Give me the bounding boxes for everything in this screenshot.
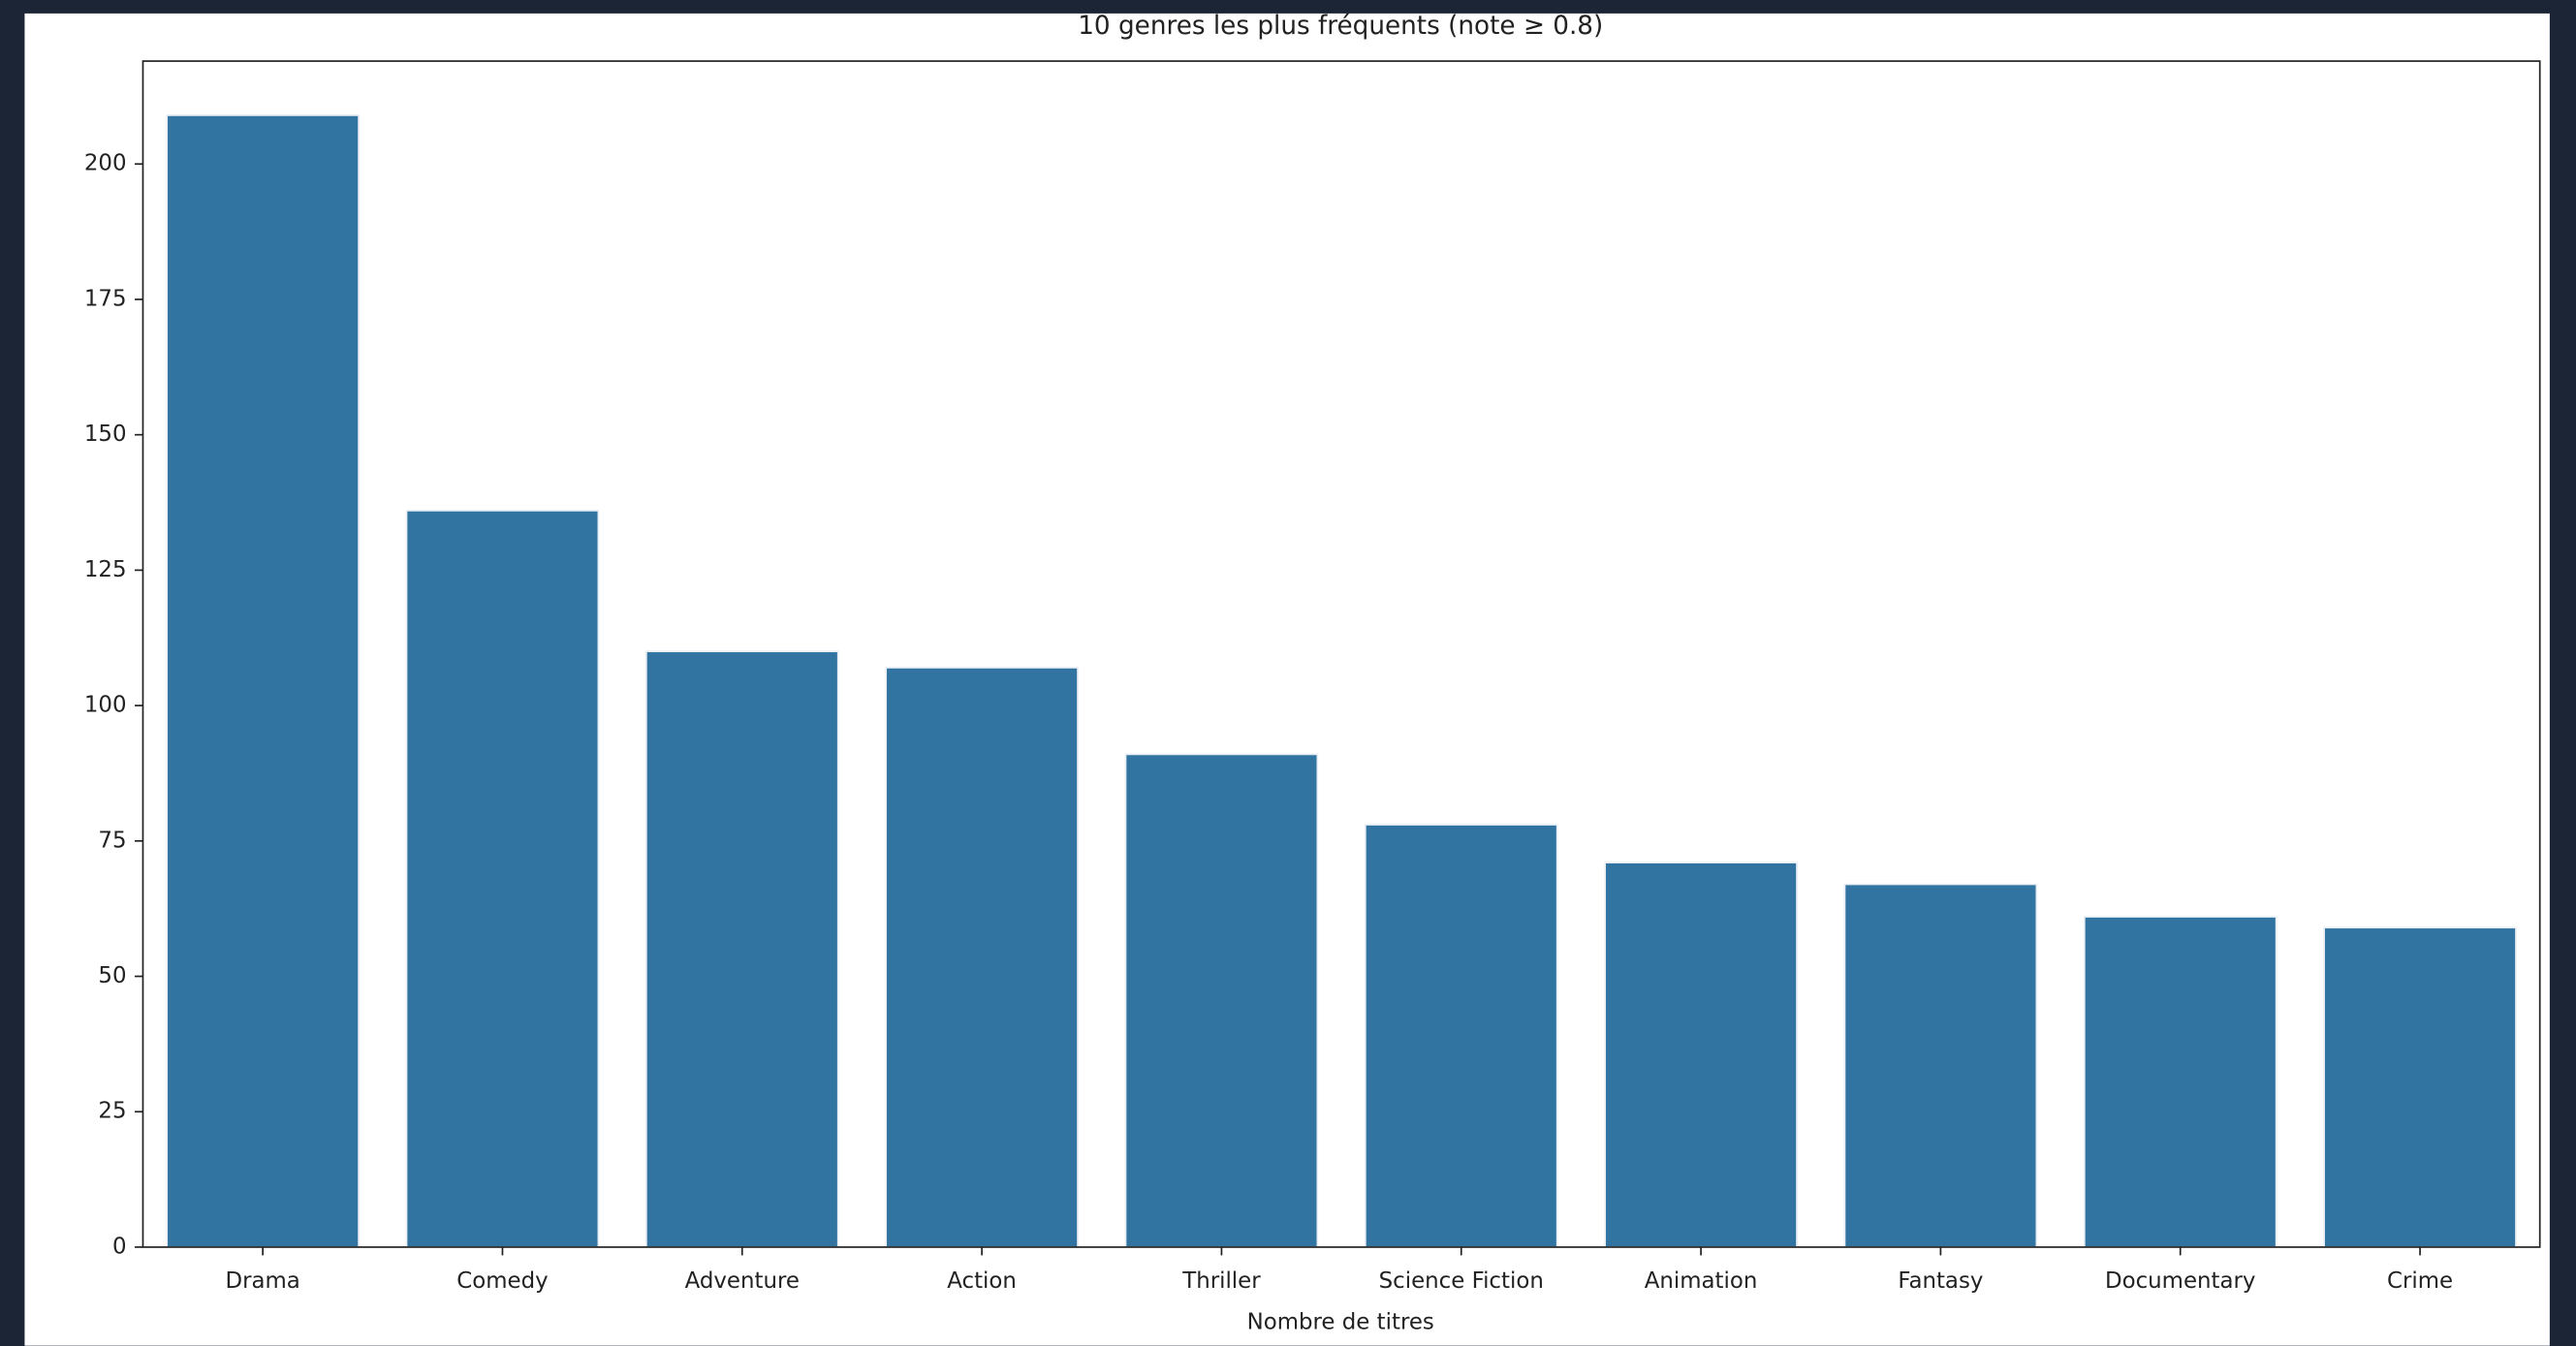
x-tick-label: Animation xyxy=(1645,1268,1758,1294)
y-tick-label: 25 xyxy=(98,1099,126,1124)
x-tick-label: Science Fiction xyxy=(1379,1268,1544,1294)
bar xyxy=(1843,883,2038,1248)
x-axis-label: Nombre de titres xyxy=(1247,1309,1434,1334)
y-tick-label: 175 xyxy=(84,286,127,311)
bar xyxy=(1364,824,1558,1248)
chart-title: 10 genres les plus fréquents (note ≥ 0.8… xyxy=(1078,12,1603,41)
y-tick-label: 0 xyxy=(112,1234,127,1259)
bar xyxy=(1124,753,1319,1248)
x-tick-label: Adventure xyxy=(685,1268,800,1294)
x-tick-label: Thriller xyxy=(1181,1268,1261,1294)
y-tick-label: 50 xyxy=(98,963,126,988)
bar xyxy=(166,114,360,1248)
x-tick-label: Documentary xyxy=(2105,1268,2255,1294)
y-tick-label: 100 xyxy=(84,693,127,718)
bar xyxy=(2083,916,2278,1248)
y-tick-label: 125 xyxy=(84,557,127,582)
y-tick-label: 150 xyxy=(84,422,127,447)
x-tick-label: Crime xyxy=(2387,1268,2453,1294)
x-tick-label: Action xyxy=(947,1268,1017,1294)
x-tick-label: Drama xyxy=(225,1268,299,1294)
bar xyxy=(1604,861,1798,1248)
x-tick-label: Comedy xyxy=(456,1268,548,1294)
y-tick-label: 200 xyxy=(84,151,127,176)
bar xyxy=(645,650,839,1248)
bar xyxy=(885,667,1079,1248)
bar xyxy=(405,510,600,1248)
axes-frame xyxy=(141,60,2541,1248)
x-tick-label: Fantasy xyxy=(1898,1268,1983,1294)
y-tick-label: 75 xyxy=(98,828,126,853)
bar xyxy=(2323,926,2517,1248)
